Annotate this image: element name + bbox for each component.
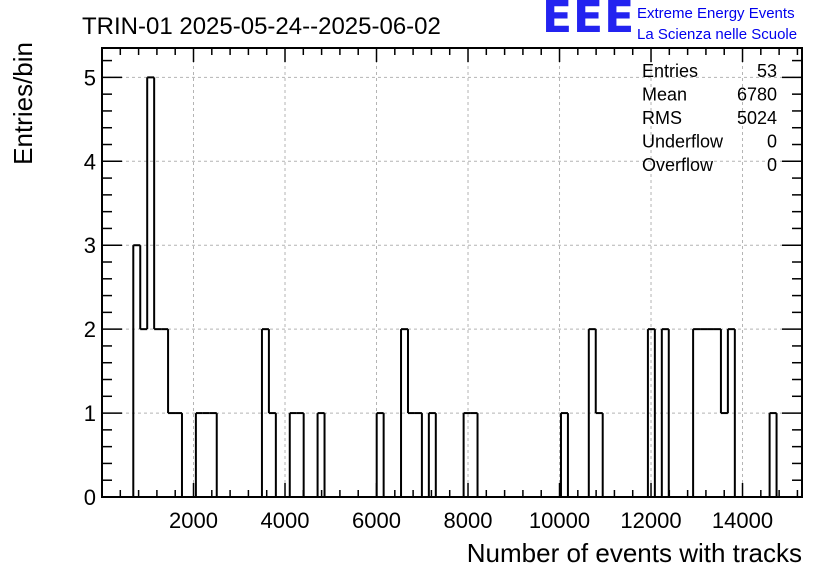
axis-ticks <box>101 48 802 498</box>
stats-box: Entries 53 Mean 6780 RMS 5024 Underflow 0 Overfl… <box>642 61 777 175</box>
plot-frame-rect <box>101 47 803 498</box>
logo-tagline-2: La Scienza nelle Scuole <box>637 26 798 43</box>
y-tick-label: 5 <box>84 65 96 90</box>
plot-frame <box>101 47 803 498</box>
stats-label: RMS <box>642 108 682 128</box>
grid-lines <box>102 48 802 497</box>
x-tick-label: 2000 <box>169 508 218 533</box>
stats-value: 53 <box>757 61 777 81</box>
x-tick-label: 12000 <box>620 508 681 533</box>
y-tick-label: 3 <box>84 233 96 258</box>
tick-labels: 2000 4000 6000 8000 10000 12000 14000 0 1 2 3 4 5 <box>84 65 773 533</box>
logo-tagline-1: Extreme Energy Events <box>637 5 795 22</box>
stats-label: Mean <box>642 85 687 105</box>
eee-logo: EEE Extreme Energy Events La Scienza nel… <box>542 0 832 46</box>
x-axis-title: Number of events with tracks <box>467 538 802 568</box>
x-tick-label: 6000 <box>352 508 401 533</box>
chart-title: TRIN-01 2025-05-24--2025-06-02 <box>82 13 441 40</box>
x-tick-label: 8000 <box>444 508 493 533</box>
histogram-series <box>132 76 778 497</box>
stats-value: 0 <box>767 132 777 152</box>
stats-value: 0 <box>767 155 777 175</box>
stats-value: 5024 <box>737 108 777 128</box>
x-tick-label: 14000 <box>712 508 773 533</box>
y-tick-label: 0 <box>84 485 96 510</box>
x-tick-label: 4000 <box>261 508 310 533</box>
stats-label: Overflow <box>642 155 714 175</box>
x-tick-label: 10000 <box>529 508 590 533</box>
y-tick-label: 4 <box>84 149 96 174</box>
eee-logo-mark: EEE <box>542 0 636 43</box>
y-axis-title: Entries/bin <box>8 42 38 165</box>
y-tick-label: 2 <box>84 317 96 342</box>
y-tick-label: 1 <box>84 401 96 426</box>
stats-value: 6780 <box>737 85 777 105</box>
stats-label: Entries <box>642 61 698 81</box>
stats-label: Underflow <box>642 132 724 152</box>
